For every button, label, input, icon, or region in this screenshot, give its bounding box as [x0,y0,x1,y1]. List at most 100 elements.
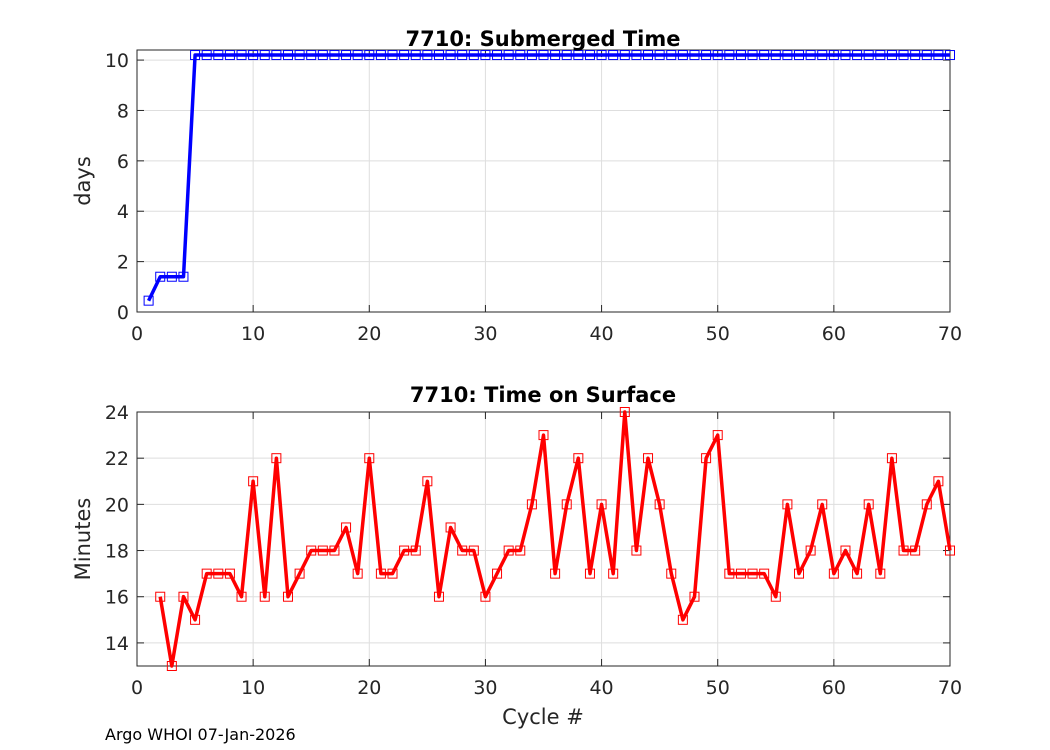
x-tick-label: 30 [473,677,497,699]
data-point-marker [538,50,549,61]
data-point-marker [817,499,828,510]
submerged-time-x-ticks: 0 10 20 30 40 50 60 70 [131,50,962,345]
data-point-marker [561,499,572,510]
y-tick-label: 22 [105,448,129,470]
data-point-marker [178,271,189,282]
data-point-marker [282,591,293,602]
data-point-marker [213,568,224,579]
y-tick-label: 0 [117,302,129,324]
y-tick-label: 4 [117,201,129,223]
surface-time-title: 7710: Time on Surface [410,383,676,407]
data-point-marker [503,545,514,556]
data-point-marker [329,50,340,61]
data-point-marker [805,50,816,61]
series-line [158,410,952,668]
data-point-marker [782,499,793,510]
data-point-marker [747,568,758,579]
submerged-time-y-ticks: 0 2 4 6 8 10 [105,50,950,324]
data-point-marker [410,545,421,556]
data-point-marker [375,50,386,61]
x-tick-label: 50 [706,323,730,345]
data-point-marker [759,50,770,61]
data-point-marker [445,522,456,533]
x-tick-label: 20 [357,323,381,345]
data-point-marker [480,591,491,602]
data-point-marker [468,50,479,61]
data-point-marker [155,271,166,282]
data-point-marker [735,50,746,61]
data-point-marker [677,614,688,625]
x-tick-label: 60 [822,677,846,699]
data-point-marker [492,568,503,579]
data-point-marker [782,50,793,61]
data-point-marker [433,50,444,61]
data-point-marker [840,50,851,61]
y-tick-label: 2 [117,252,129,274]
y-tick-label: 24 [105,402,129,424]
data-point-marker [654,50,665,61]
data-point-marker [259,591,270,602]
data-point-marker [213,50,224,61]
data-point-marker [863,50,874,61]
data-point-marker [422,476,433,487]
data-point-marker [526,499,537,510]
data-point-marker [875,50,886,61]
data-point-marker [584,568,595,579]
data-point-marker [735,568,746,579]
y-tick-label: 18 [105,541,129,563]
data-point-marker [561,50,572,61]
data-point-marker [457,545,468,556]
data-point-marker [480,50,491,61]
data-point-marker [294,50,305,61]
y-tick-label: 10 [105,50,129,72]
data-point-marker [643,50,654,61]
data-point-marker [201,568,212,579]
y-tick-label: 6 [117,151,129,173]
data-point-marker [341,522,352,533]
data-point-marker [886,453,897,464]
data-point-marker [770,50,781,61]
data-point-marker [677,50,688,61]
data-point-marker [608,568,619,579]
data-point-marker [619,50,630,61]
y-tick-label: 16 [105,587,129,609]
submerged-time-title: 7710: Submerged Time [405,27,680,51]
data-point-marker [538,430,549,441]
data-point-marker [596,499,607,510]
data-point-marker [666,568,677,579]
data-point-marker [921,50,932,61]
surface-time-x-ticks: 0 10 20 30 40 50 60 70 [131,412,962,699]
data-point-marker [364,50,375,61]
data-point-marker [282,50,293,61]
data-point-marker [910,545,921,556]
data-point-marker [689,591,700,602]
data-point-marker [794,50,805,61]
data-point-marker [573,50,584,61]
data-point-marker [898,545,909,556]
data-point-marker [573,453,584,464]
data-point-marker [387,568,398,579]
surface-time-x-label: Cycle # [502,705,584,729]
surface-time-y-label: Minutes [71,498,95,581]
x-tick-label: 0 [131,677,143,699]
data-point-marker [817,50,828,61]
submerged-time-axes-box [136,49,951,313]
data-point-marker [526,50,537,61]
data-point-marker [143,295,154,306]
data-point-marker [863,499,874,510]
data-point-marker [248,50,259,61]
data-point-marker [654,499,665,510]
data-point-marker [759,568,770,579]
footer-credit: Argo WHOI 07-Jan-2026 [105,725,296,744]
submerged-time-grid [136,50,951,313]
data-point-marker [248,476,259,487]
data-point-marker [190,614,201,625]
data-point-marker [770,591,781,602]
x-tick-label: 40 [589,323,613,345]
x-tick-label: 60 [822,323,846,345]
y-tick-label: 20 [105,494,129,516]
submerged-time-series [143,50,955,306]
data-point-marker [945,545,955,556]
data-point-marker [828,50,839,61]
